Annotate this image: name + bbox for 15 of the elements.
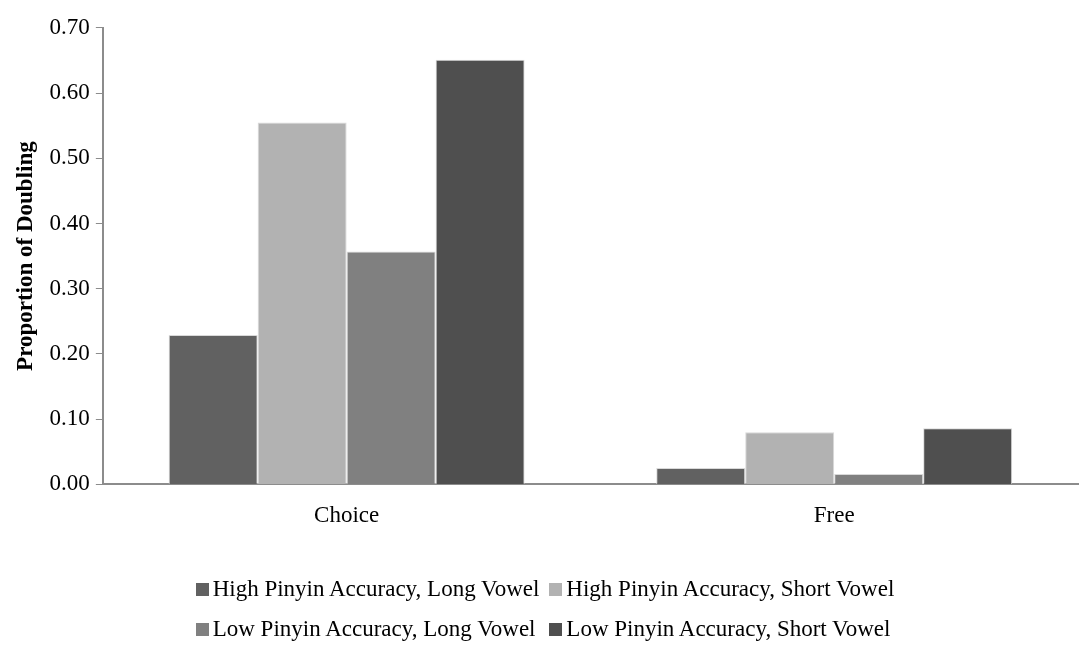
legend-label: High Pinyin Accuracy, Long Vowel (212, 576, 540, 602)
y-tick-label: 0.20 (49, 339, 90, 365)
y-tick-label: 0.60 (49, 79, 90, 105)
legend-label: High Pinyin Accuracy, Short Vowel (566, 576, 895, 602)
y-tick-label: 0.00 (49, 470, 90, 496)
y-tick-label: 0.30 (49, 274, 90, 300)
legend-label: Low Pinyin Accuracy, Long Vowel (212, 616, 536, 642)
y-tick-label: 0.70 (49, 13, 90, 39)
x-tick-label: Choice (314, 502, 380, 528)
y-axis-title: Proportion of Doubling (11, 140, 37, 371)
y-tick-label: 0.50 (49, 144, 90, 170)
y-tick-label: 0.40 (49, 209, 90, 235)
legend-label: Low Pinyin Accuracy, Short Vowel (566, 616, 891, 642)
x-tick-label: Free (813, 502, 855, 528)
y-tick-label: 0.10 (49, 405, 90, 431)
